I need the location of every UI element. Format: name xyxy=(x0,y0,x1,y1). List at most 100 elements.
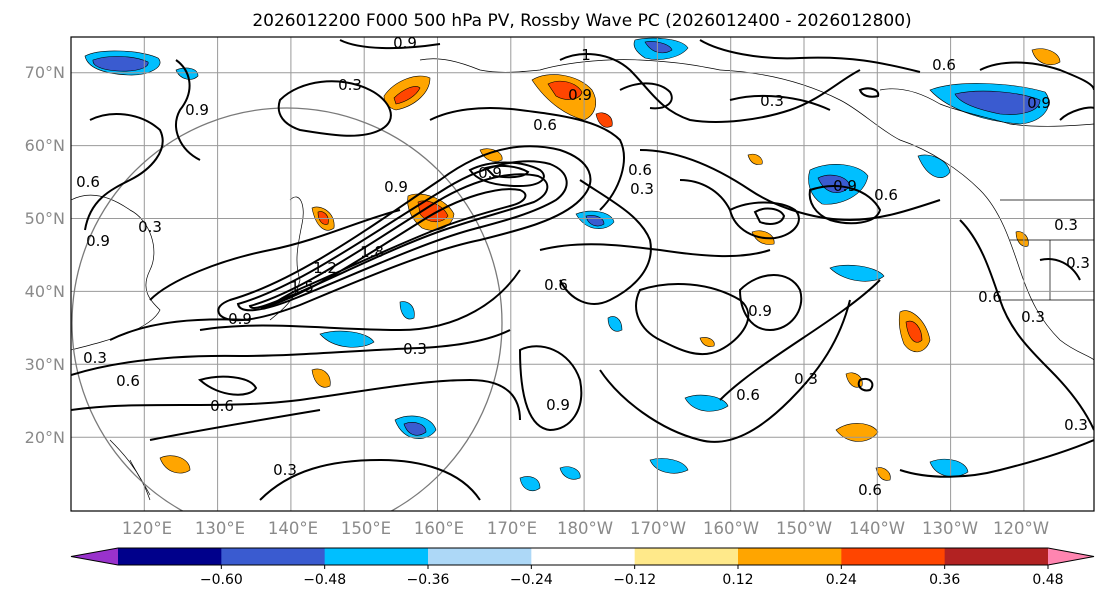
contour-label: 0.9 xyxy=(1027,94,1051,112)
lon-label: 170°W xyxy=(630,519,686,538)
pos-anomaly xyxy=(699,337,715,347)
contour-label: 0.3 xyxy=(273,461,297,479)
lat-label: 40°N xyxy=(25,282,65,301)
contour-label: 0.9 xyxy=(185,101,209,119)
contour-label: 0.9 xyxy=(478,164,502,182)
lon-label: 120°W xyxy=(993,519,1049,538)
pos-anomaly xyxy=(159,455,191,474)
pos-anomaly xyxy=(747,153,763,165)
lon-label: 160°E xyxy=(414,519,464,538)
contour-label: 0.9 xyxy=(833,177,857,195)
contour-label: 0.6 xyxy=(76,173,100,191)
lon-label: 150°W xyxy=(776,519,832,538)
neg-anomaly xyxy=(644,41,673,54)
reference-circle xyxy=(71,107,503,511)
chart-title: 2026012200 F000 500 hPa PV, Rossby Wave … xyxy=(252,11,911,31)
contour-label: 0.9 xyxy=(546,396,570,414)
contour-label: 0.9 xyxy=(568,86,592,104)
neg-anomaly xyxy=(817,174,851,193)
colorbar-segment xyxy=(324,548,429,565)
contour-label: 0.9 xyxy=(86,232,110,250)
longitude-labels: 120°E 130°E 140°E 150°E 160°E 170°E 180°… xyxy=(122,519,1049,538)
lat-label: 70°N xyxy=(25,63,65,82)
colorbar-outline xyxy=(70,547,1095,566)
contour-label: 0.3 xyxy=(1054,216,1078,234)
pos-anomaly xyxy=(1015,231,1029,247)
colorbar-extend-low xyxy=(71,548,118,565)
neg-anomaly xyxy=(607,316,623,332)
lon-label: 140°E xyxy=(268,519,318,538)
pos-anomaly xyxy=(393,86,421,105)
contour-label: 0.9 xyxy=(393,34,417,52)
neg-anomaly xyxy=(559,466,581,480)
contour-label: 0.9 xyxy=(384,178,408,196)
lat-label: 50°N xyxy=(25,209,65,228)
gridlines xyxy=(71,37,1094,511)
contour-labels: 0.9 0.3 0.9 0.6 0.9 1 0.6 0.3 0.6 0.3 0.… xyxy=(76,34,1090,499)
lon-label: 160°W xyxy=(703,519,759,538)
contour-label: 1.5 xyxy=(290,278,314,296)
contour-label: 0.3 xyxy=(403,340,427,358)
contour-label: 0.3 xyxy=(1064,416,1088,434)
pos-anomaly xyxy=(1031,48,1061,65)
pos-anomaly xyxy=(547,80,583,100)
neg-anomaly xyxy=(684,394,729,412)
colorbar-segment xyxy=(428,548,532,565)
pos-anomaly xyxy=(595,112,613,128)
latitude-labels: 70°N 60°N 50°N 40°N 30°N 20°N xyxy=(25,63,65,447)
contour-label: 0.3 xyxy=(760,92,784,110)
lat-label: 30°N xyxy=(25,355,65,374)
contour-label: 0.3 xyxy=(1066,254,1090,272)
contour-label: 0.6 xyxy=(210,397,234,415)
colorbar-tick-label: −0.36 xyxy=(407,572,450,588)
contour-label: 0.3 xyxy=(794,370,818,388)
contour-label: 0.3 xyxy=(83,349,107,367)
contour-label: 0.6 xyxy=(533,116,557,134)
colorbar-tick-label: 0.36 xyxy=(929,572,960,588)
colorbar-segment xyxy=(944,548,1049,565)
colorbar-segment xyxy=(221,548,326,565)
colorbar-segment xyxy=(531,548,636,565)
contour-label: 1 xyxy=(581,46,591,64)
neg-anomaly xyxy=(399,301,415,320)
colorbar-tick-label: 0.48 xyxy=(1032,572,1063,588)
contour-label: 0.3 xyxy=(138,218,162,236)
pv-contours xyxy=(71,39,1094,501)
contour-label: 0.9 xyxy=(228,310,252,328)
contour-label: 0.6 xyxy=(978,288,1002,306)
shaded-anomalies xyxy=(84,37,1061,491)
contour-label: 0.6 xyxy=(736,386,760,404)
pos-anomaly xyxy=(875,467,891,481)
contour-label: 0.6 xyxy=(858,481,882,499)
neg-anomaly xyxy=(917,154,951,178)
colorbar-segment xyxy=(841,548,946,565)
colorbar-tick-label: −0.48 xyxy=(303,572,346,588)
lon-label: 140°W xyxy=(849,519,905,538)
colorbar-tick-label: 0.12 xyxy=(722,572,753,588)
contour-label: 0.3 xyxy=(630,180,654,198)
neg-anomaly xyxy=(519,476,541,491)
contour-label: 0.9 xyxy=(748,302,772,320)
colorbar-tick-label: 0.24 xyxy=(826,572,857,588)
neg-anomaly xyxy=(649,458,689,474)
colorbar: −0.60 −0.48 −0.36 −0.24 −0.12 0.12 0.24 0.36 0.4… xyxy=(70,547,1095,588)
map-panel: 0.9 0.3 0.9 0.6 0.9 1 0.6 0.3 0.6 0.3 0.… xyxy=(70,34,1095,512)
colorbar-segment xyxy=(634,548,739,565)
neg-anomaly xyxy=(929,459,969,477)
lon-label: 180°W xyxy=(557,519,613,538)
neg-anomaly xyxy=(403,422,427,436)
colorbar-segment xyxy=(738,548,842,565)
lon-label: 150°E xyxy=(341,519,391,538)
pos-anomaly xyxy=(905,320,923,343)
contour-label: 1.8 xyxy=(360,243,384,261)
contour-label: 0.6 xyxy=(628,161,652,179)
contour-label: 0.6 xyxy=(116,372,140,390)
contour-label: 0.3 xyxy=(338,76,362,94)
contour-label: 0.6 xyxy=(932,56,956,74)
contour-label: 0.3 xyxy=(1021,308,1045,326)
neg-anomaly xyxy=(92,56,149,72)
colorbar-extend-high xyxy=(1048,548,1094,565)
contour-label: 0.6 xyxy=(874,186,898,204)
lon-label: 130°E xyxy=(195,519,245,538)
